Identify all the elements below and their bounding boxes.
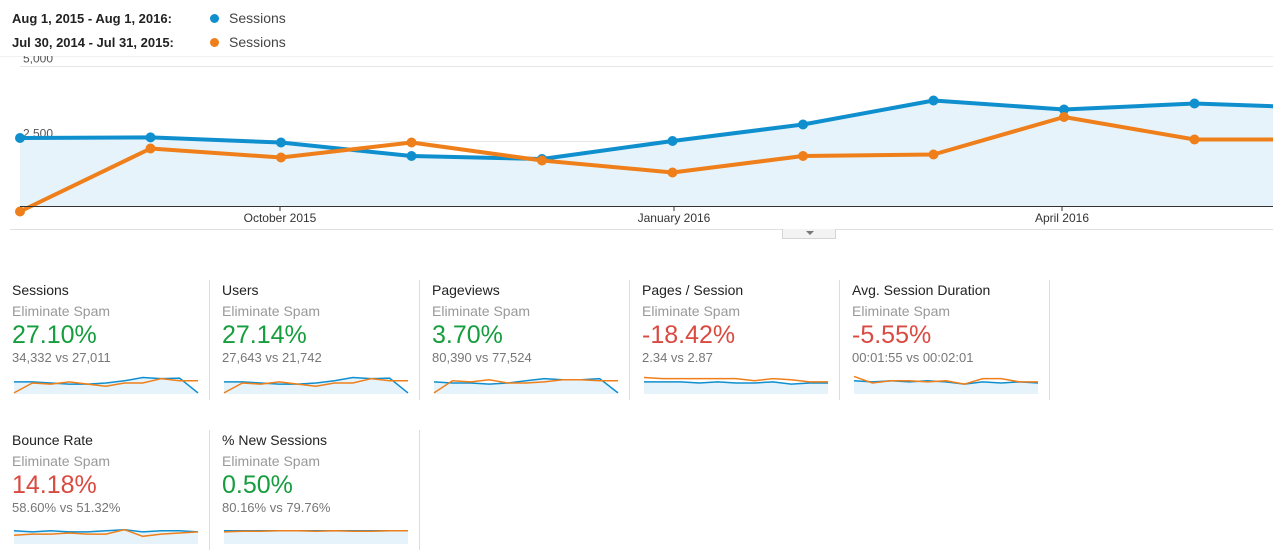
metric-title: Users: [222, 282, 259, 298]
chart-legend: Aug 1, 2015 - Aug 1, 2016: Sessions Jul …: [12, 6, 286, 54]
legend-row-current: Aug 1, 2015 - Aug 1, 2016: Sessions: [12, 6, 286, 30]
metric-card[interactable]: Pages / Session Eliminate Spam -18.42% 2.34…: [630, 280, 840, 400]
metric-card[interactable]: % New Sessions Eliminate Spam 0.50% 80.16% …: [210, 430, 420, 550]
metric-card[interactable]: Bounce Rate Eliminate Spam 14.18% 58.60% vs…: [0, 430, 210, 550]
data-point-previous: [1059, 112, 1069, 122]
spark-area: [434, 378, 618, 394]
metric-sparkline: [643, 376, 828, 394]
metric-segment: Eliminate Spam: [222, 453, 321, 469]
data-point-current: [145, 132, 156, 143]
collapse-chart-toggle[interactable]: [782, 229, 836, 239]
metric-sparkline: [13, 528, 199, 544]
spark-area: [644, 381, 828, 394]
metric-compare: 80,390 vs 77,524: [432, 350, 532, 365]
spark-line-previous: [853, 375, 1038, 385]
metric-change: 0.50%: [222, 471, 293, 499]
metric-card[interactable]: Pageviews Eliminate Spam 3.70% 80,390 vs 77…: [420, 280, 630, 400]
legend-range-current: Aug 1, 2015 - Aug 1, 2016:: [12, 10, 172, 26]
legend-series-current: Sessions: [229, 10, 286, 26]
spark-line-previous: [223, 530, 408, 533]
metric-sparkline: [223, 530, 408, 544]
metric-card[interactable]: Avg. Session Duration Eliminate Spam -5.55…: [840, 280, 1050, 400]
caret-down-icon: [806, 231, 814, 235]
legend-dot-icon: [210, 13, 219, 23]
legend-dot-icon: [210, 37, 219, 47]
legend-row-previous: Jul 30, 2014 - Jul 31, 2015: Sessions: [12, 30, 286, 54]
metric-change: -18.42%: [642, 321, 736, 349]
data-point-current: [15, 133, 25, 143]
data-point-previous: [15, 206, 25, 217]
metric-title: Sessions: [12, 282, 69, 298]
data-point-current: [276, 137, 286, 148]
data-point-current: [406, 151, 417, 161]
metric-title: Pages / Session: [642, 282, 744, 298]
metrics-row-1: Sessions Eliminate Spam 27.10% 34,332 vs 27…: [0, 280, 1050, 400]
metric-segment: Eliminate Spam: [432, 303, 531, 319]
metric-title: Pageviews: [432, 282, 500, 298]
data-point-previous: [1189, 134, 1200, 145]
data-point-previous: [667, 167, 678, 178]
metric-change: 14.18%: [12, 471, 97, 499]
x-tick-label: October 2015: [244, 211, 317, 225]
legend-range-previous: Jul 30, 2014 - Jul 31, 2015:: [12, 34, 174, 50]
metric-card[interactable]: Users Eliminate Spam 27.14% 27,643 vs 21,74…: [210, 280, 420, 400]
data-point-previous: [537, 155, 547, 166]
data-point-current: [928, 95, 939, 106]
metric-sparkline: [223, 376, 409, 394]
metric-title: Bounce Rate: [12, 432, 93, 448]
spark-line-current: [14, 376, 199, 394]
spark-line-current: [13, 528, 199, 533]
series-area-current: [20, 100, 1273, 206]
spark-line-current: [644, 381, 828, 385]
data-point-current: [1189, 98, 1200, 109]
spark-line-current: [224, 376, 409, 394]
data-point-previous: [798, 151, 808, 161]
data-point-previous: [276, 152, 286, 163]
data-point-current: [667, 136, 678, 146]
metric-compare: 27,643 vs 21,742: [222, 350, 322, 365]
data-point-current: [1059, 104, 1069, 115]
y-tick-label: 5,000: [23, 56, 53, 66]
data-point-previous: [928, 149, 939, 160]
metric-segment: Eliminate Spam: [222, 303, 321, 319]
metric-compare: 58.60% vs 51.32%: [12, 500, 121, 515]
metric-sparkline: [13, 376, 199, 394]
metric-compare: 2.34 vs 2.87: [642, 350, 713, 365]
data-point-previous: [406, 137, 417, 148]
series-line-previous: [19, 115, 1273, 214]
metric-segment: Eliminate Spam: [852, 303, 951, 319]
x-tick-label: April 2016: [1035, 211, 1089, 225]
metric-change: 27.14%: [222, 321, 307, 349]
spark-line-previous: [223, 377, 408, 394]
spark-line-previous: [13, 377, 198, 394]
metric-compare: 80.16% vs 79.76%: [222, 500, 331, 515]
spark-area: [854, 380, 1038, 394]
metric-segment: Eliminate Spam: [12, 453, 111, 469]
metric-change: -5.55%: [852, 321, 932, 349]
metric-segment: Eliminate Spam: [642, 303, 741, 319]
metric-change: 27.10%: [12, 321, 97, 349]
metric-compare: 00:01:55 vs 00:02:01: [852, 350, 974, 365]
metric-card[interactable]: Sessions Eliminate Spam 27.10% 34,332 vs 27…: [0, 280, 210, 400]
spark-line-previous: [433, 378, 618, 394]
metric-title: % New Sessions: [222, 432, 328, 448]
spark-line-previous: [643, 376, 828, 383]
metric-change: 3.70%: [432, 321, 503, 349]
metrics-row-2: Bounce Rate Eliminate Spam 14.18% 58.60% vs…: [0, 430, 420, 550]
spark-area: [224, 530, 408, 544]
metric-segment: Eliminate Spam: [12, 303, 111, 319]
metric-sparkline: [853, 375, 1039, 394]
metric-sparkline: [433, 377, 619, 394]
series-line-current: [19, 98, 1273, 161]
metric-compare: 34,332 vs 27,011: [12, 350, 111, 365]
metric-title: Avg. Session Duration: [852, 282, 991, 298]
x-tick-label: January 2016: [638, 211, 711, 225]
spark-line-previous: [13, 528, 199, 538]
data-point-current: [798, 119, 808, 130]
legend-series-previous: Sessions: [229, 34, 286, 50]
data-point-previous: [145, 143, 156, 154]
